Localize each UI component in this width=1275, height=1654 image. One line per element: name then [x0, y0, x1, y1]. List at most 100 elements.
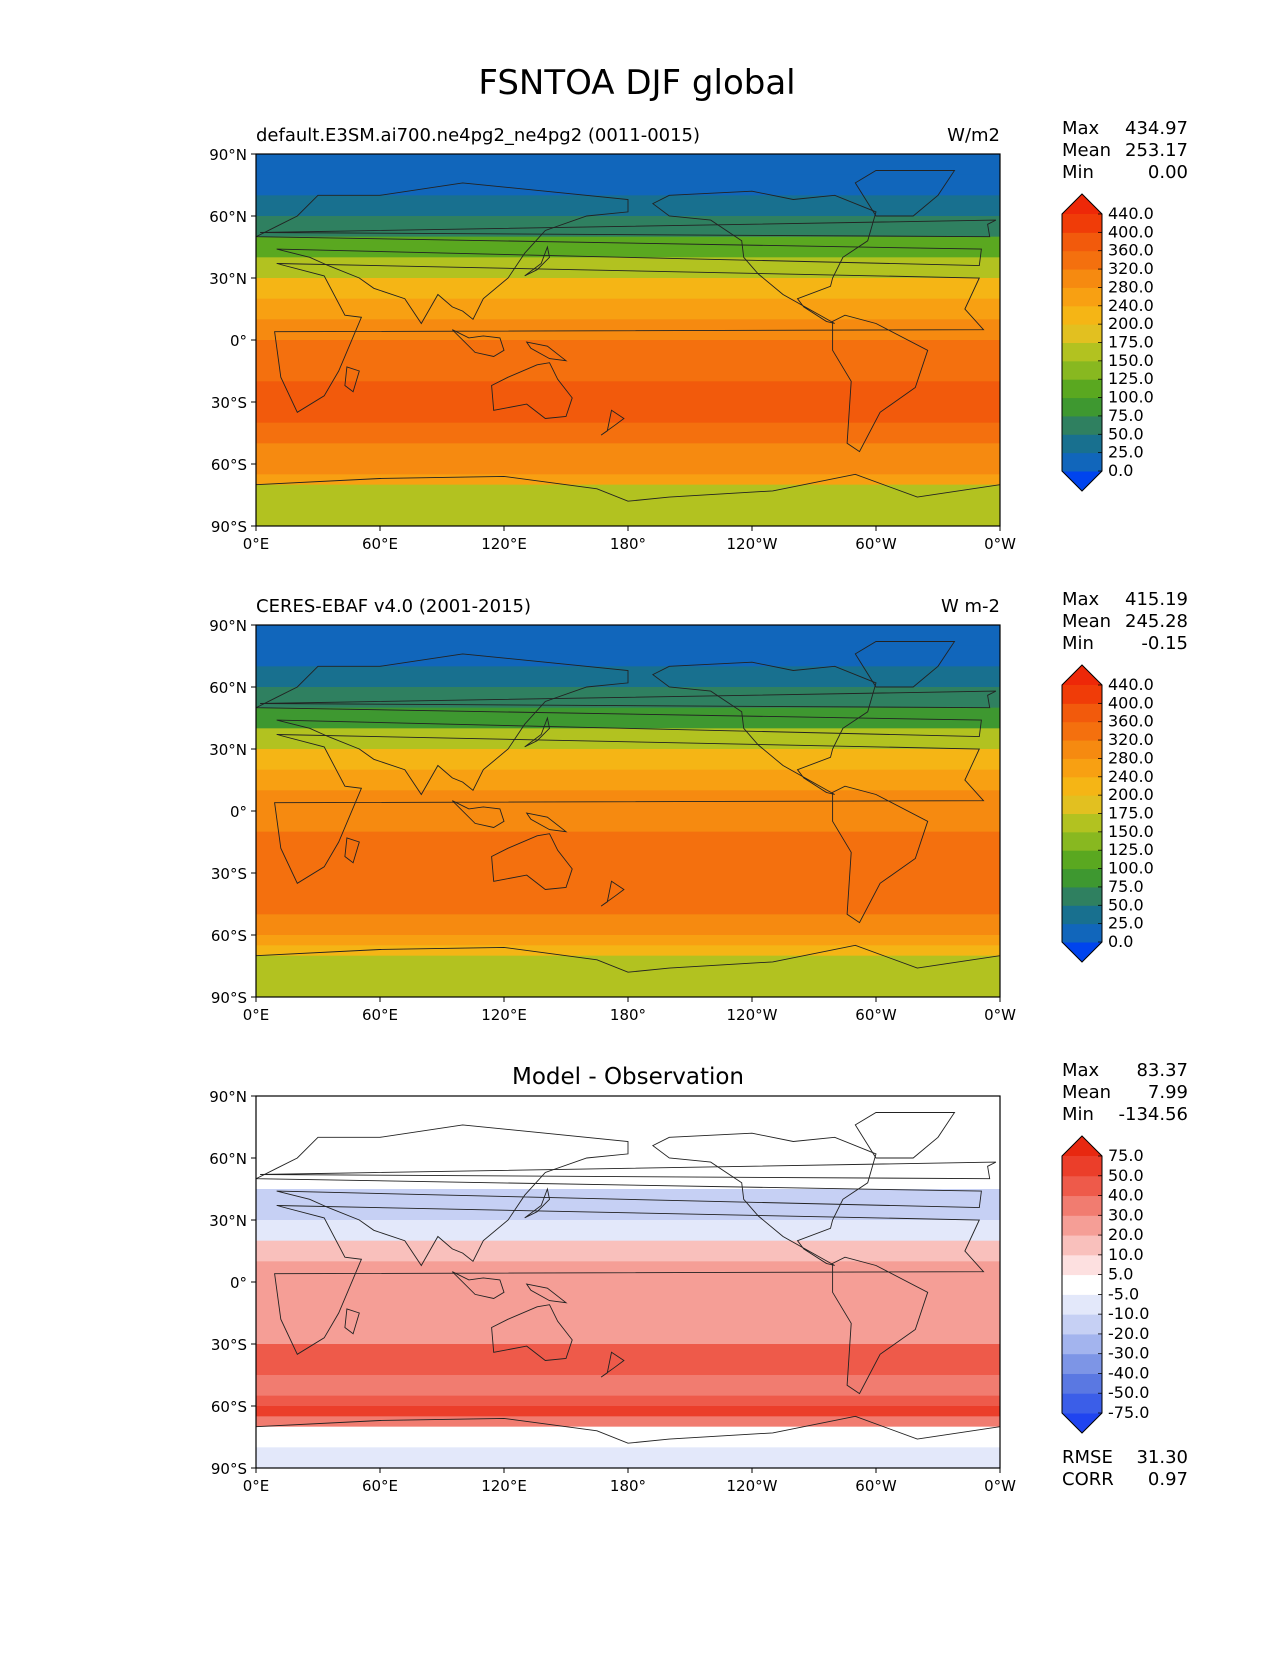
coastline-japan	[524, 1187, 550, 1219]
colorbar-segment	[1062, 434, 1102, 454]
lat-band	[256, 769, 1000, 791]
coastline-uk	[260, 690, 997, 709]
lat-band	[256, 873, 1000, 895]
y-tick-label: 0°	[230, 332, 247, 350]
coastline-australia	[491, 362, 573, 419]
stat-value: -0.15	[1141, 633, 1188, 654]
colorbar-label: 0.0	[1108, 461, 1133, 480]
panel-title: CERES-EBAF v4.0 (2001-2015)	[256, 596, 531, 617]
map-field	[256, 154, 1000, 526]
x-tick-label: 120°E	[481, 1477, 527, 1495]
colorbar-segment	[1062, 305, 1102, 325]
stat-label: RMSE	[1062, 1447, 1113, 1468]
lat-band	[256, 831, 1000, 853]
stat-label: Min	[1062, 633, 1094, 654]
coastline-madagascar	[344, 1308, 360, 1335]
coastline-new-zealand	[600, 409, 625, 436]
colorbar-label: 25.0	[1108, 443, 1144, 462]
colorbar-segment	[1062, 740, 1102, 759]
stat-value: 253.17	[1125, 140, 1188, 161]
stat-label: Max	[1062, 1060, 1100, 1081]
colorbar-label: 280.0	[1108, 748, 1154, 767]
x-tick-label: 60°W	[855, 535, 897, 553]
coastline-eurasia	[256, 1124, 982, 1267]
y-tick-label: 30°S	[211, 865, 247, 883]
panel-title: Model - Observation	[512, 1064, 744, 1090]
colorbar-extend-max	[1062, 665, 1102, 685]
x-tick-label: 0°E	[243, 1477, 270, 1495]
lat-band	[256, 728, 1000, 750]
y-tick-label: 30°S	[211, 1336, 247, 1354]
colorbar-segment	[1062, 250, 1102, 270]
x-tick-label: 0°E	[243, 1006, 270, 1024]
colorbar-label: 30.0	[1108, 1205, 1144, 1224]
coastline-africa	[274, 1205, 985, 1355]
colorbar-segment	[1062, 1353, 1102, 1374]
colorbar-segment	[1062, 1373, 1102, 1394]
lat-band	[256, 154, 1000, 176]
y-tick-label: 90°S	[211, 1460, 247, 1478]
colorbar-segment	[1062, 886, 1102, 906]
colorbar-label: 125.0	[1108, 369, 1154, 388]
colorbar-label: 200.0	[1108, 785, 1154, 804]
coastline-indonesia	[451, 800, 505, 828]
colorbar-label: -50.0	[1108, 1383, 1149, 1402]
colorbar-label: 20.0	[1108, 1225, 1144, 1244]
colorbar-extend-max	[1062, 1136, 1102, 1156]
colorbar-segment	[1062, 776, 1102, 796]
map-field	[256, 625, 1000, 997]
lat-band	[256, 464, 1000, 475]
x-tick-label: 180°	[610, 535, 646, 553]
lat-band	[256, 1447, 1000, 1468]
colorbar-segment	[1062, 269, 1102, 288]
x-tick-label: 0°W	[984, 535, 1016, 553]
panel-units: W/m2	[947, 125, 1000, 146]
x-tick-label: 120°W	[727, 535, 778, 553]
colorbar-label: 400.0	[1108, 693, 1154, 712]
coastline-new-guinea	[525, 341, 568, 362]
coastline-japan	[524, 245, 550, 277]
lat-band	[256, 422, 1000, 444]
colorbar-label: 200.0	[1108, 314, 1154, 333]
lat-band	[256, 1302, 1000, 1324]
colorbar-segment	[1062, 415, 1102, 435]
coastline-madagascar	[344, 366, 360, 393]
y-tick-label: 60°S	[211, 1398, 247, 1416]
stat-value: -134.56	[1119, 1104, 1188, 1125]
lat-band	[256, 402, 1000, 424]
colorbar-segment	[1062, 721, 1102, 741]
lat-band	[256, 1416, 1000, 1428]
coastline-n-america	[651, 661, 877, 795]
colorbar-label: 10.0	[1108, 1245, 1144, 1264]
lat-band	[256, 1158, 1000, 1190]
colorbar-segment	[1062, 1333, 1102, 1355]
colorbar-label: 240.0	[1108, 296, 1154, 315]
y-tick-label: 0°	[230, 1274, 247, 1292]
colorbar-label: -20.0	[1108, 1324, 1149, 1343]
colorbar-label: 320.0	[1108, 259, 1154, 278]
colorbar-segment	[1062, 1175, 1102, 1197]
colorbar-label: 0.0	[1108, 932, 1133, 951]
colorbar-segment	[1062, 1294, 1102, 1315]
lat-band	[256, 474, 1000, 486]
y-tick-label: 90°N	[209, 146, 247, 164]
colorbar-extend-min	[1062, 471, 1102, 491]
x-tick-label: 0°W	[984, 1006, 1016, 1024]
y-tick-label: 60°N	[209, 208, 247, 226]
y-tick-label: 90°N	[209, 617, 247, 635]
colorbar-segment	[1062, 1235, 1102, 1256]
colorbar-segment	[1062, 703, 1102, 723]
coastline-africa	[274, 263, 985, 413]
colorbar-label: 75.0	[1108, 1146, 1144, 1165]
coastline-eurasia	[256, 182, 982, 325]
panel-3: Model - Observation 90°N 60°N 30°N 0° 30°S 60°…	[209, 1060, 1188, 1495]
coastline-new-zealand	[600, 1351, 625, 1378]
colorbar-label: 75.0	[1108, 406, 1144, 425]
colorbar-label: 150.0	[1108, 351, 1154, 370]
stat-label: CORR	[1062, 1469, 1114, 1490]
coastlines	[256, 1112, 1000, 1468]
y-tick-label: 60°N	[209, 1150, 247, 1168]
colorbar-label: 150.0	[1108, 822, 1154, 841]
coastline-indonesia	[451, 329, 505, 357]
coastline-madagascar	[344, 837, 360, 864]
